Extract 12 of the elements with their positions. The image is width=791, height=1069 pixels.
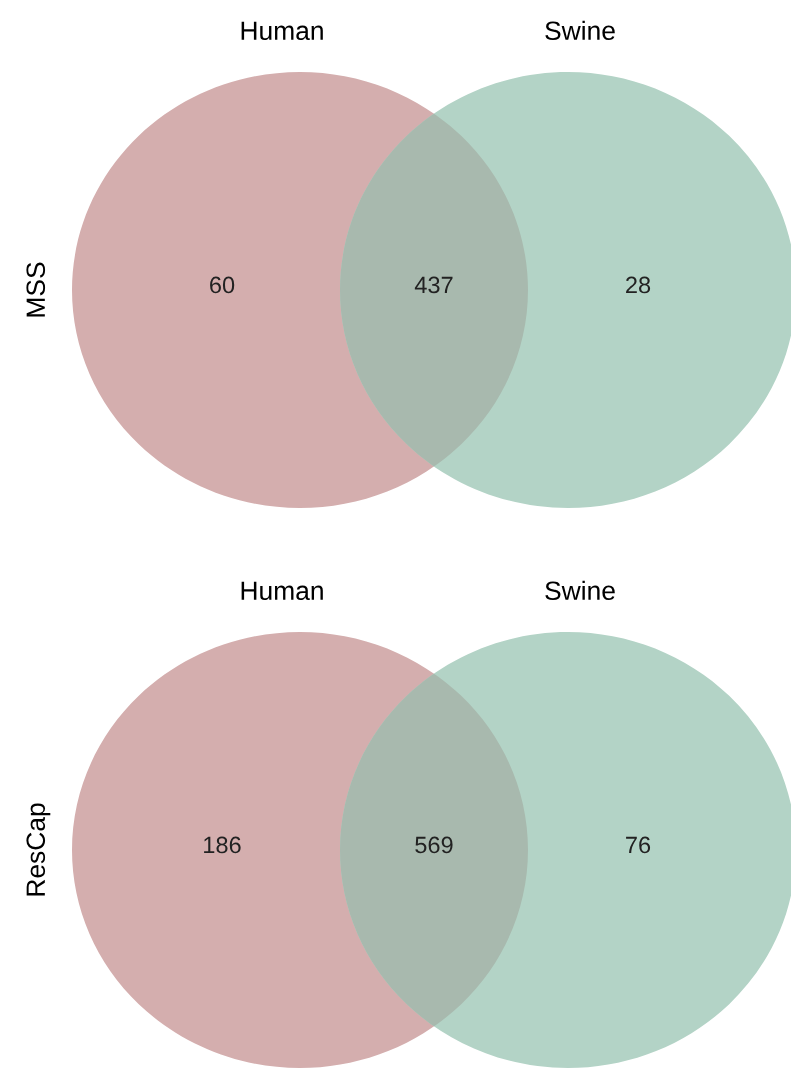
text: Swine	[545, 20, 615, 41]
data-label: 28	[626, 276, 651, 294]
data-label: 437	[414, 276, 453, 294]
text: Human	[241, 581, 323, 601]
text: Human	[241, 21, 323, 41]
data-label: 569	[415, 836, 453, 854]
data-label: 186	[204, 836, 241, 854]
data-label: 60	[210, 276, 235, 294]
data-label: 76	[626, 836, 651, 854]
text: ResCap	[26, 803, 51, 896]
text: Swine	[545, 580, 615, 601]
text: MSS	[26, 262, 46, 317]
